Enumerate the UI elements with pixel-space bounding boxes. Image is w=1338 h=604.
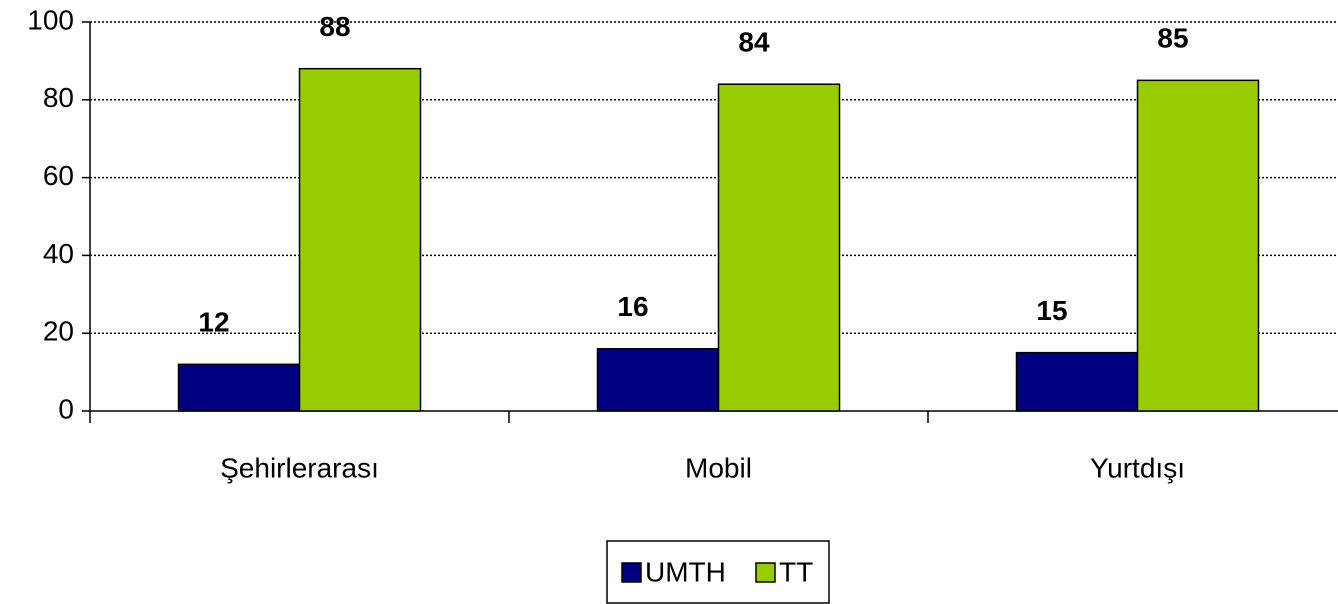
x-tick-label: Mobil [685, 452, 752, 483]
legend-label: TT [779, 556, 813, 587]
bar [298, 67, 422, 412]
y-tick-label: 20 [43, 316, 74, 347]
y-tick-label: 60 [43, 160, 74, 191]
y-tick-label: 0 [58, 393, 74, 424]
x-tick-label: Şehirlerarası [220, 452, 379, 483]
legend-box [606, 540, 830, 604]
y-tick-label: 80 [43, 82, 74, 113]
x-tick-label: Yurtdışı [1090, 452, 1185, 483]
legend-swatch [621, 562, 642, 583]
bar [1136, 79, 1260, 412]
bar [1015, 351, 1139, 412]
value-label: 88 [319, 11, 350, 42]
bar [717, 83, 841, 412]
y-tick-label: 40 [43, 238, 74, 269]
value-label: 85 [1157, 23, 1188, 54]
value-label: 15 [1036, 295, 1067, 326]
y-tick-label: 100 [27, 4, 74, 35]
legend-swatch [755, 562, 776, 583]
value-label: 12 [198, 307, 229, 338]
value-label: 16 [617, 291, 648, 322]
bar [596, 348, 720, 412]
value-label: 84 [738, 27, 770, 58]
legend-label: UMTH [645, 556, 726, 587]
bar [177, 363, 301, 412]
